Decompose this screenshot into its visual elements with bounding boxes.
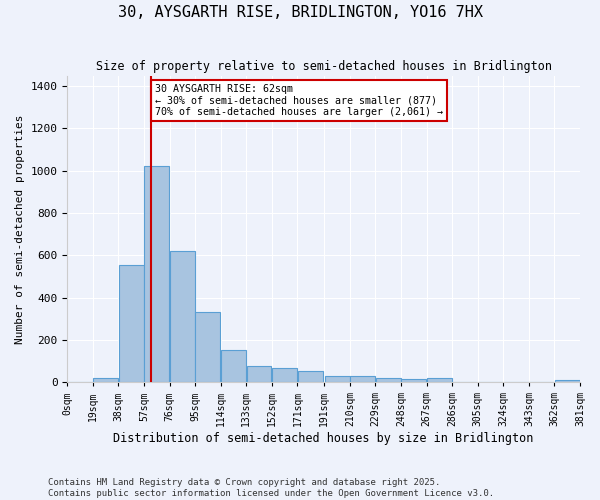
Title: Size of property relative to semi-detached houses in Bridlington: Size of property relative to semi-detach…	[95, 60, 551, 73]
Text: 30 AYSGARTH RISE: 62sqm
← 30% of semi-detached houses are smaller (877)
70% of s: 30 AYSGARTH RISE: 62sqm ← 30% of semi-de…	[155, 84, 443, 117]
Bar	[350, 376, 375, 382]
Y-axis label: Number of semi-detached properties: Number of semi-detached properties	[15, 114, 25, 344]
Bar	[119, 265, 143, 382]
Bar	[325, 376, 350, 382]
Bar	[427, 378, 452, 382]
Bar	[170, 251, 195, 382]
Bar	[401, 380, 426, 382]
X-axis label: Distribution of semi-detached houses by size in Bridlington: Distribution of semi-detached houses by …	[113, 432, 534, 445]
Bar	[376, 378, 401, 382]
Text: Contains HM Land Registry data © Crown copyright and database right 2025.
Contai: Contains HM Land Registry data © Crown c…	[48, 478, 494, 498]
Bar	[247, 366, 271, 382]
Bar	[145, 166, 169, 382]
Text: 30, AYSGARTH RISE, BRIDLINGTON, YO16 7HX: 30, AYSGARTH RISE, BRIDLINGTON, YO16 7HX	[118, 5, 482, 20]
Bar	[272, 368, 297, 382]
Bar	[298, 370, 323, 382]
Bar	[555, 380, 580, 382]
Bar	[221, 350, 246, 382]
Bar	[196, 312, 220, 382]
Bar	[93, 378, 118, 382]
